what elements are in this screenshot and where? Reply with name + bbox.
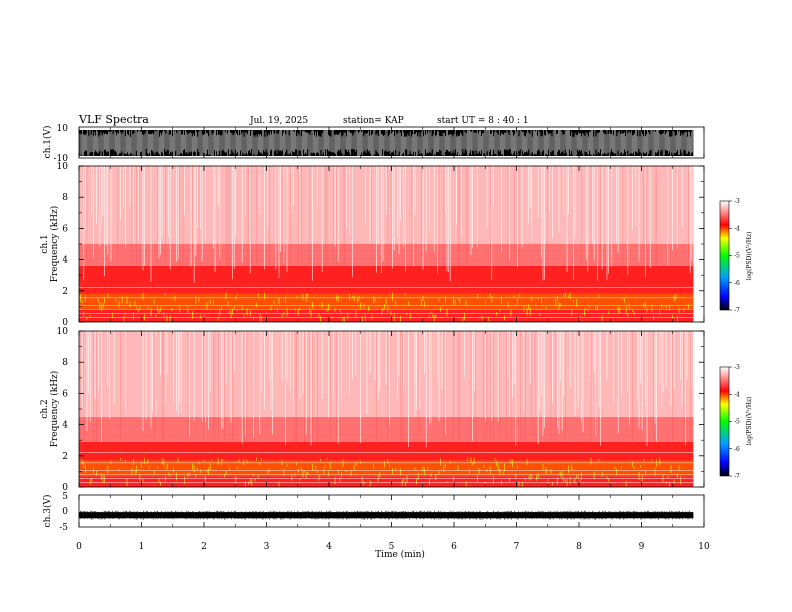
colorbar-tick--7: -7 [734,307,740,314]
time-axis-ticks: 0 1 2 3 4 5 6 7 8 9 10 [76,127,710,552]
header-date: Jul. 19, 2025 [249,116,308,126]
ch2-spectrogram-noise [79,331,694,489]
ch3-waveform-trace [78,510,694,520]
ch1-colorbar-gradient [719,200,730,311]
ch1-spectrogram-panel: 0 2 4 6 8 10 ch.1 Frequency (kHz) [40,162,705,328]
ch1-waveform-trace [78,128,694,157]
header-station: station= KAP [343,116,404,126]
ch2-spectrogram-panel: 0 2 4 6 8 10 ch.2 Frequency (kHz) [40,327,705,493]
spectrogram-band-0 [79,309,694,322]
ch1-waveform-panel: 10 -10 ch.1(V) [42,124,705,164]
ch2-colorbar: -3 -4 -5 -6 -7 log(PSD)(V²/Hz) [719,364,753,480]
ch2-colorbar-ticks: -3 -4 -5 -6 -7 [729,364,740,480]
time-axis-label: Time (min) [375,549,425,560]
y-tick-label-6: 6 [62,224,68,234]
ch1-colorbar-label: log(PSD)(V²/Hz) [746,232,753,281]
ch1-colorbar: -3 -4 -5 -6 -7 log(PSD)(V²/Hz) [719,198,753,314]
colorbar-tick--5: -5 [734,419,740,426]
y-tick-label-2: 2 [62,287,68,297]
colorbar-tick--4: -4 [734,391,740,398]
spectrogram-harmonic-lines [79,452,694,483]
x-tick-label-9: 9 [639,542,645,552]
x-tick-label-5: 5 [389,542,395,552]
x-tick-label-0: 0 [76,542,82,552]
y-tick-label-4: 4 [62,256,68,266]
x-tick-label-1: 1 [139,542,145,552]
ch3-waveform-ylabel: ch.3(V) [42,495,53,528]
ch1-spectrogram-ylabel-channel: ch.1 [40,234,50,253]
x-tick-label-4: 4 [326,542,332,552]
ch1-tick-bottom: -10 [54,154,69,164]
spectrogram-band-3 [79,265,694,285]
x-tick-label-10: 10 [698,542,710,552]
ch3-tick-top: 5 [62,492,68,502]
colorbar-tick--3: -3 [734,364,740,371]
spectrogram-band-1 [79,460,694,477]
y-tick-label-10: 10 [57,327,69,337]
y-tick-label-8: 8 [62,193,68,203]
ch1-spectrogram-ylabel-frequency: Frequency (kHz) [49,206,60,283]
ch2-spectrogram-yticks: 0 2 4 6 8 10 [57,327,704,493]
chart-title: VLF Spectra [78,113,149,126]
y-tick-label-4: 4 [62,421,68,431]
ch2-spectrogram-ylabel-frequency: Frequency (kHz) [49,371,60,448]
spectrogram-white-streaks [81,331,693,448]
spectrogram-band-0 [79,476,694,487]
colorbar-tick--6: -6 [734,280,740,287]
ch3-tick-mid: 0 [62,507,68,517]
x-tick-label-2: 2 [201,542,207,552]
ch1-colorbar-ticks: -3 -4 -5 -6 -7 [729,198,740,314]
spectrogram-band-2 [79,441,694,461]
header-start-time: start UT = 8 : 40 : 1 [437,116,529,126]
y-tick-label-2: 2 [62,452,68,462]
x-tick-label-6: 6 [451,542,457,552]
x-tick-label-7: 7 [514,542,520,552]
colorbar-tick--6: -6 [734,446,740,453]
x-tick-label-8: 8 [576,542,582,552]
ch3-waveform-band [79,512,694,519]
colorbar-tick--7: -7 [734,473,740,480]
spectrogram-harmonic-lines [79,287,694,318]
ch2-spectrogram-ylabel-channel: ch.2 [40,399,50,418]
y-tick-label-0: 0 [62,318,68,328]
colorbar-tick--5: -5 [734,253,740,260]
spectrogram-red-streaks [86,166,689,322]
x-tick-label-3: 3 [264,542,270,552]
colorbar-tick--4: -4 [734,225,740,232]
ch1-tick-top: 10 [57,124,69,134]
spectrogram-band-4 [79,244,694,266]
spectrogram-band-3 [79,416,694,442]
y-tick-label-8: 8 [62,358,68,368]
ch2-colorbar-label: log(PSD)(V²/Hz) [746,397,753,446]
ch1-spectrogram-yticks: 0 2 4 6 8 10 [57,162,704,328]
y-tick-label-0: 0 [62,483,68,493]
y-tick-label-6: 6 [62,389,68,399]
ch1-waveform-ylabel: ch.1(V) [42,126,53,159]
spectrogram-band-2 [79,284,694,294]
ch3-tick-bottom: -5 [59,523,68,533]
y-tick-label-10: 10 [57,162,69,172]
colorbar-tick--3: -3 [734,198,740,205]
ch2-colorbar-gradient [719,366,730,477]
